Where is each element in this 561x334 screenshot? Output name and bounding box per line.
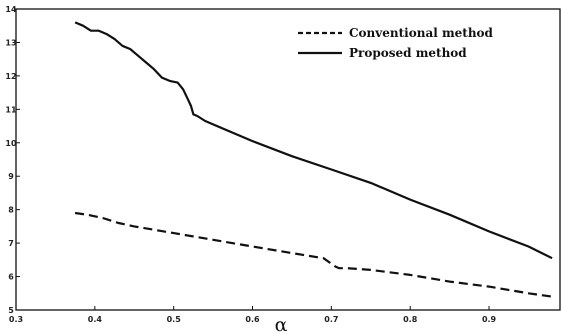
y-tick-label: 10 (5, 139, 17, 148)
x-tick-label: 0.8 (403, 315, 418, 324)
y-tick-label: 13 (5, 38, 16, 47)
x-tick-label: 0.5 (167, 315, 182, 324)
legend-label-proposed: Proposed method (349, 46, 467, 60)
y-axis-ticks: 5 6 7 8 9 10 11 12 13 14 (5, 5, 20, 315)
x-tick-label: 0.3 (9, 315, 23, 324)
series-line-conventional (74, 211, 553, 298)
y-tick-label: 11 (5, 105, 17, 114)
x-tick-label: 0.4 (88, 315, 103, 324)
plot-frame (15, 8, 561, 311)
y-tick-label: 7 (8, 239, 14, 248)
legend: Conventional method Proposed method (298, 26, 494, 60)
legend-label-conventional: Conventional method (349, 26, 494, 40)
x-tick-label: 0.7 (324, 315, 338, 324)
y-tick-label: 5 (8, 306, 14, 315)
x-tick-label: 0.6 (245, 315, 260, 324)
x-tick-label: 0.9 (482, 315, 497, 324)
x-axis-ticks: 0.3 0.4 0.5 0.6 0.7 0.8 0.9 (9, 306, 497, 324)
series-layer (74, 21, 553, 298)
x-axis-label: α (275, 314, 288, 334)
y-tick-label: 8 (8, 206, 14, 215)
y-tick-label: 12 (5, 72, 16, 81)
y-tick-label: 9 (8, 172, 14, 181)
y-tick-label: 6 (8, 273, 14, 282)
series-line-proposed (74, 21, 553, 260)
y-tick-label: 14 (5, 5, 17, 14)
